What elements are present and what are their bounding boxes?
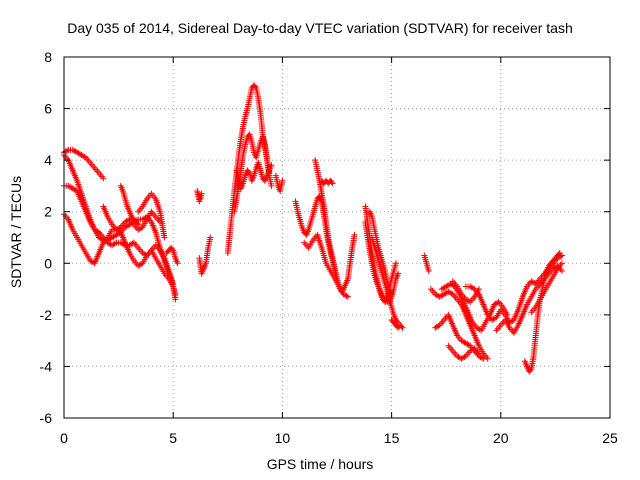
data-point (81, 153, 88, 160)
data-markers (61, 82, 565, 375)
data-point (478, 354, 485, 361)
data-point (268, 162, 275, 169)
data-point (100, 175, 107, 182)
data-track (135, 190, 168, 241)
axis-ticks: 0 5 10 15 20 25 -6 -4 -2 0 2 4 6 8 (40, 49, 618, 446)
data-point (425, 268, 432, 275)
data-track (528, 260, 565, 316)
data-point (245, 168, 252, 175)
data-track (362, 219, 402, 305)
data-point (169, 246, 176, 253)
data-point (328, 179, 335, 186)
data-point (329, 180, 336, 187)
data-point (138, 225, 145, 232)
plot-frame (63, 56, 611, 419)
data-point (63, 147, 70, 154)
data-point (388, 291, 395, 298)
data-track (301, 231, 351, 300)
data-point (465, 298, 472, 305)
data-point (129, 240, 136, 247)
data-point (196, 198, 203, 205)
data-point (116, 225, 123, 232)
y-tick-label: 8 (44, 49, 52, 65)
data-point (470, 285, 477, 292)
data-point (138, 261, 145, 268)
data-track (388, 317, 406, 331)
data-point (134, 220, 141, 227)
grid (64, 57, 610, 418)
x-tick-label: 25 (602, 430, 618, 446)
data-point (343, 292, 350, 299)
data-point (480, 355, 487, 362)
data-track (272, 172, 286, 195)
data-point (475, 350, 482, 357)
data-point (527, 367, 534, 374)
data-track (445, 342, 482, 362)
data-point (279, 177, 286, 184)
y-tick-label: 0 (44, 255, 52, 271)
data-track (318, 177, 336, 187)
data-point (470, 346, 477, 353)
data-point (435, 323, 442, 330)
data-point (172, 296, 179, 303)
data-track (61, 211, 179, 298)
data-point (395, 270, 402, 277)
data-point (465, 341, 472, 348)
data-point (344, 293, 351, 300)
data-track (421, 252, 432, 275)
data-point (399, 324, 406, 331)
data-point (135, 221, 142, 228)
data-point (491, 315, 498, 322)
chart-title: Day 035 of 2014, Sidereal Day-to-day VTE… (67, 20, 573, 36)
data-track (292, 193, 340, 282)
data-track (521, 249, 563, 375)
data-point (531, 280, 538, 287)
data-track (100, 203, 164, 233)
data-track (233, 159, 275, 192)
data-point (392, 260, 399, 267)
data-point (398, 323, 405, 330)
data-point (558, 260, 565, 267)
x-tick-label: 10 (275, 430, 291, 446)
x-tick-label: 5 (169, 430, 177, 446)
data-track (117, 182, 142, 228)
data-track (368, 234, 402, 326)
data-point (198, 190, 205, 197)
data-track (427, 286, 491, 362)
data-track (163, 244, 181, 267)
data-point (252, 83, 259, 90)
data-point (111, 240, 118, 247)
data-point (448, 290, 455, 297)
data-point (556, 249, 563, 256)
data-point (494, 299, 501, 306)
data-point (461, 353, 468, 360)
data-point (172, 291, 179, 298)
data-point (351, 231, 358, 238)
y-tick-label: -2 (40, 307, 53, 323)
x-axis-label: GPS time / hours (266, 456, 374, 472)
x-tick-label: 20 (493, 430, 509, 446)
y-tick-label: 6 (44, 101, 52, 117)
x-tick-label: 15 (384, 430, 400, 446)
data-track (196, 234, 214, 277)
data-track (432, 311, 487, 362)
data-point (174, 260, 181, 267)
y-tick-label: -4 (40, 358, 53, 374)
data-track (194, 188, 205, 205)
data-point (268, 182, 275, 189)
data-track (312, 157, 358, 295)
data-point (207, 234, 214, 241)
data-point (558, 268, 565, 275)
x-tick-label: 0 (60, 430, 68, 446)
y-tick-label: -6 (40, 410, 53, 426)
data-point (94, 228, 101, 235)
data-point (555, 251, 562, 258)
data-point (476, 326, 483, 333)
y-tick-label: 2 (44, 204, 52, 220)
data-point (125, 217, 132, 224)
data-point (161, 234, 168, 241)
y-tick-label: 4 (44, 152, 52, 168)
